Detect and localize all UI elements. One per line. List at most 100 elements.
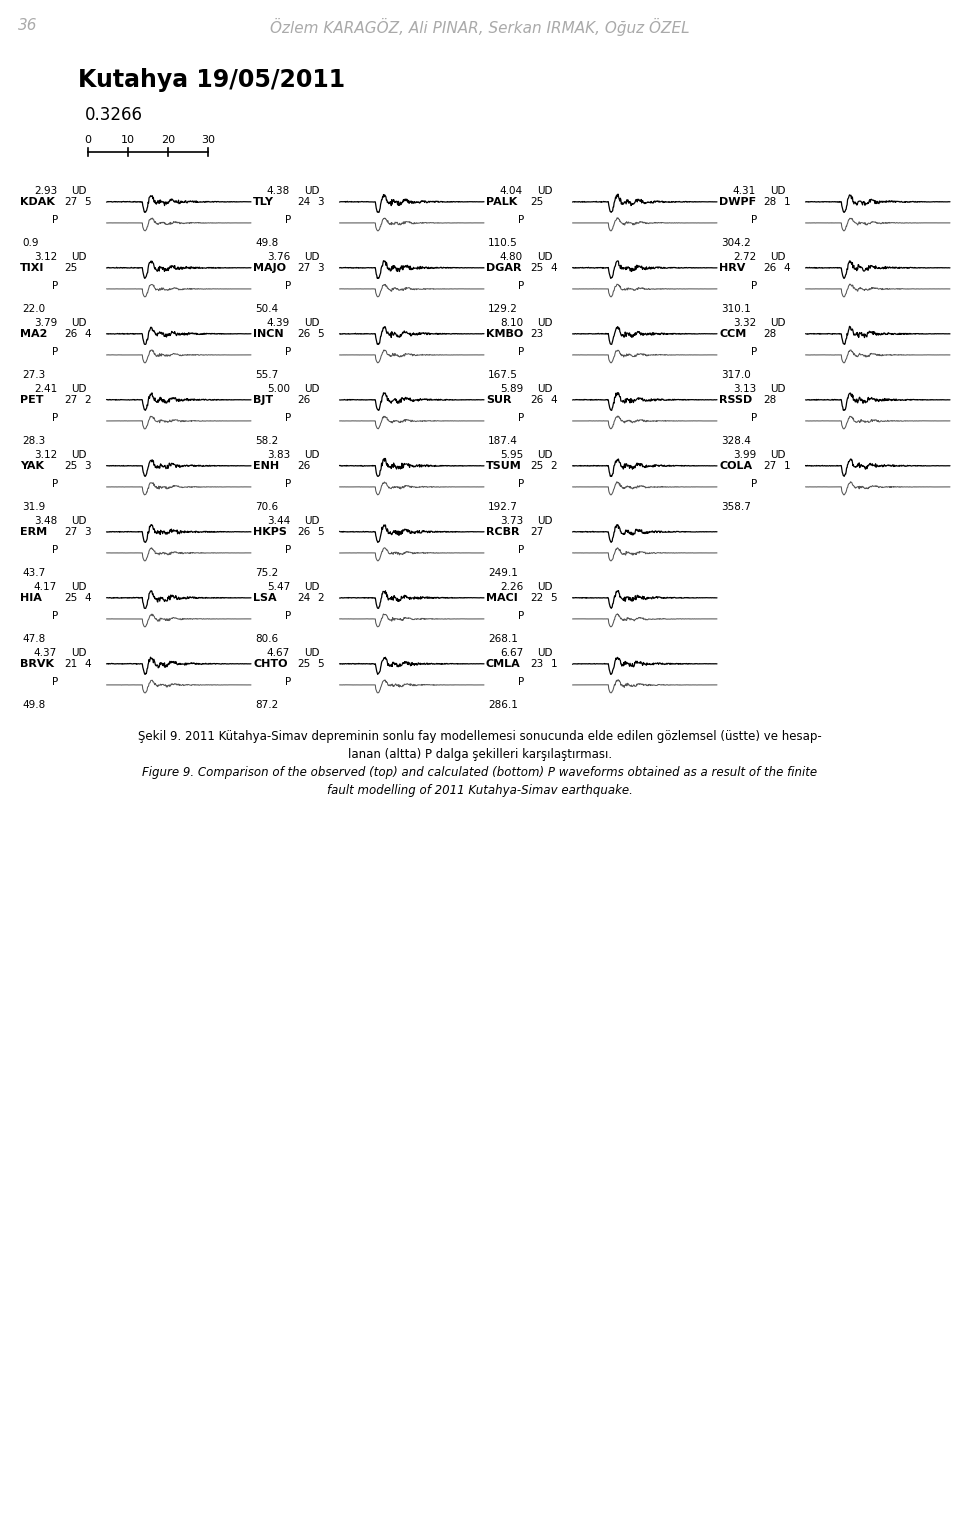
Text: P: P [751,413,756,422]
Text: CCM: CCM [719,329,746,338]
Text: P: P [751,479,756,488]
Text: 49.8: 49.8 [22,700,45,710]
Text: 55.7: 55.7 [255,370,278,379]
Text: RSSD: RSSD [719,395,753,404]
Text: 310.1: 310.1 [721,304,751,313]
Text: 25: 25 [64,263,78,272]
Text: KMBO: KMBO [486,329,523,338]
Text: 26: 26 [297,329,310,338]
Text: P: P [285,611,291,621]
Text: UD: UD [770,252,785,263]
Text: 28: 28 [763,197,777,206]
Text: HIA: HIA [20,593,42,602]
Text: P: P [52,347,58,356]
Text: UD: UD [538,516,553,525]
Text: 5: 5 [318,329,324,338]
Text: 28: 28 [763,395,777,404]
Text: 26: 26 [763,263,777,272]
Text: 4.67: 4.67 [267,648,290,657]
Text: KDAK: KDAK [20,197,55,206]
Text: P: P [751,215,756,224]
Text: P: P [285,413,291,422]
Text: 28.3: 28.3 [22,436,45,445]
Text: 4.17: 4.17 [34,582,58,591]
Text: 24: 24 [297,197,310,206]
Text: 2: 2 [84,395,91,404]
Text: BRVK: BRVK [20,659,54,668]
Text: 4.31: 4.31 [732,186,756,197]
Text: 5.95: 5.95 [500,450,523,459]
Text: 268.1: 268.1 [488,634,517,644]
Text: UD: UD [538,252,553,263]
Text: P: P [285,479,291,488]
Text: UD: UD [304,450,320,459]
Text: P: P [517,479,524,488]
Text: Kutahya 19/05/2011: Kutahya 19/05/2011 [78,68,346,92]
Text: P: P [751,281,756,290]
Text: LSA: LSA [253,593,276,602]
Text: CHTO: CHTO [253,659,287,668]
Text: 27: 27 [64,395,78,404]
Text: MAJO: MAJO [253,263,286,272]
Text: 3: 3 [318,197,324,206]
Text: 4: 4 [84,329,91,338]
Text: 80.6: 80.6 [255,634,278,644]
Text: BJT: BJT [253,395,274,404]
Text: TSUM: TSUM [486,461,521,470]
Text: lanan (altta) P dalga şekilleri karşılaştırması.: lanan (altta) P dalga şekilleri karşılaş… [348,748,612,760]
Text: 27: 27 [64,197,78,206]
Text: 10: 10 [121,135,135,144]
Text: 25: 25 [530,461,543,470]
Text: UD: UD [770,186,785,197]
Text: 4: 4 [783,263,790,272]
Text: PET: PET [20,395,43,404]
Text: fault modelling of 2011 Kutahya-Simav earthquake.: fault modelling of 2011 Kutahya-Simav ea… [327,783,633,797]
Text: UD: UD [71,252,86,263]
Text: 21: 21 [64,659,78,668]
Text: 5.47: 5.47 [267,582,290,591]
Text: P: P [285,347,291,356]
Text: UD: UD [770,318,785,329]
Text: P: P [285,677,291,687]
Text: UD: UD [304,252,320,263]
Text: P: P [517,347,524,356]
Text: UD: UD [71,450,86,459]
Text: HRV: HRV [719,263,745,272]
Text: 47.8: 47.8 [22,634,45,644]
Text: P: P [517,545,524,554]
Text: 26: 26 [297,461,310,470]
Text: Figure 9. Comparison of the observed (top) and calculated (bottom) P waveforms o: Figure 9. Comparison of the observed (to… [142,766,818,779]
Text: DGAR: DGAR [486,263,521,272]
Text: SUR: SUR [486,395,512,404]
Text: UD: UD [770,450,785,459]
Text: 4.80: 4.80 [500,252,523,263]
Text: 2: 2 [318,593,324,602]
Text: 26: 26 [297,527,310,536]
Text: 1: 1 [550,659,557,668]
Text: 0.3266: 0.3266 [85,106,143,124]
Text: 28: 28 [763,329,777,338]
Text: P: P [751,347,756,356]
Text: INCN: INCN [253,329,283,338]
Text: 1: 1 [783,461,790,470]
Text: UD: UD [71,582,86,591]
Text: 30: 30 [201,135,215,144]
Text: UD: UD [538,648,553,657]
Text: P: P [517,611,524,621]
Text: 27: 27 [297,263,310,272]
Text: 0.9: 0.9 [22,238,38,249]
Text: 328.4: 328.4 [721,436,751,445]
Text: UD: UD [538,384,553,395]
Text: TLY: TLY [253,197,274,206]
Text: P: P [52,215,58,224]
Text: 23: 23 [530,329,543,338]
Text: 3.32: 3.32 [732,318,756,329]
Text: 25: 25 [64,593,78,602]
Text: COLA: COLA [719,461,752,470]
Text: MACI: MACI [486,593,517,602]
Text: P: P [52,281,58,290]
Text: 20: 20 [161,135,175,144]
Text: 25: 25 [530,197,543,206]
Text: ENH: ENH [253,461,279,470]
Text: UD: UD [304,516,320,525]
